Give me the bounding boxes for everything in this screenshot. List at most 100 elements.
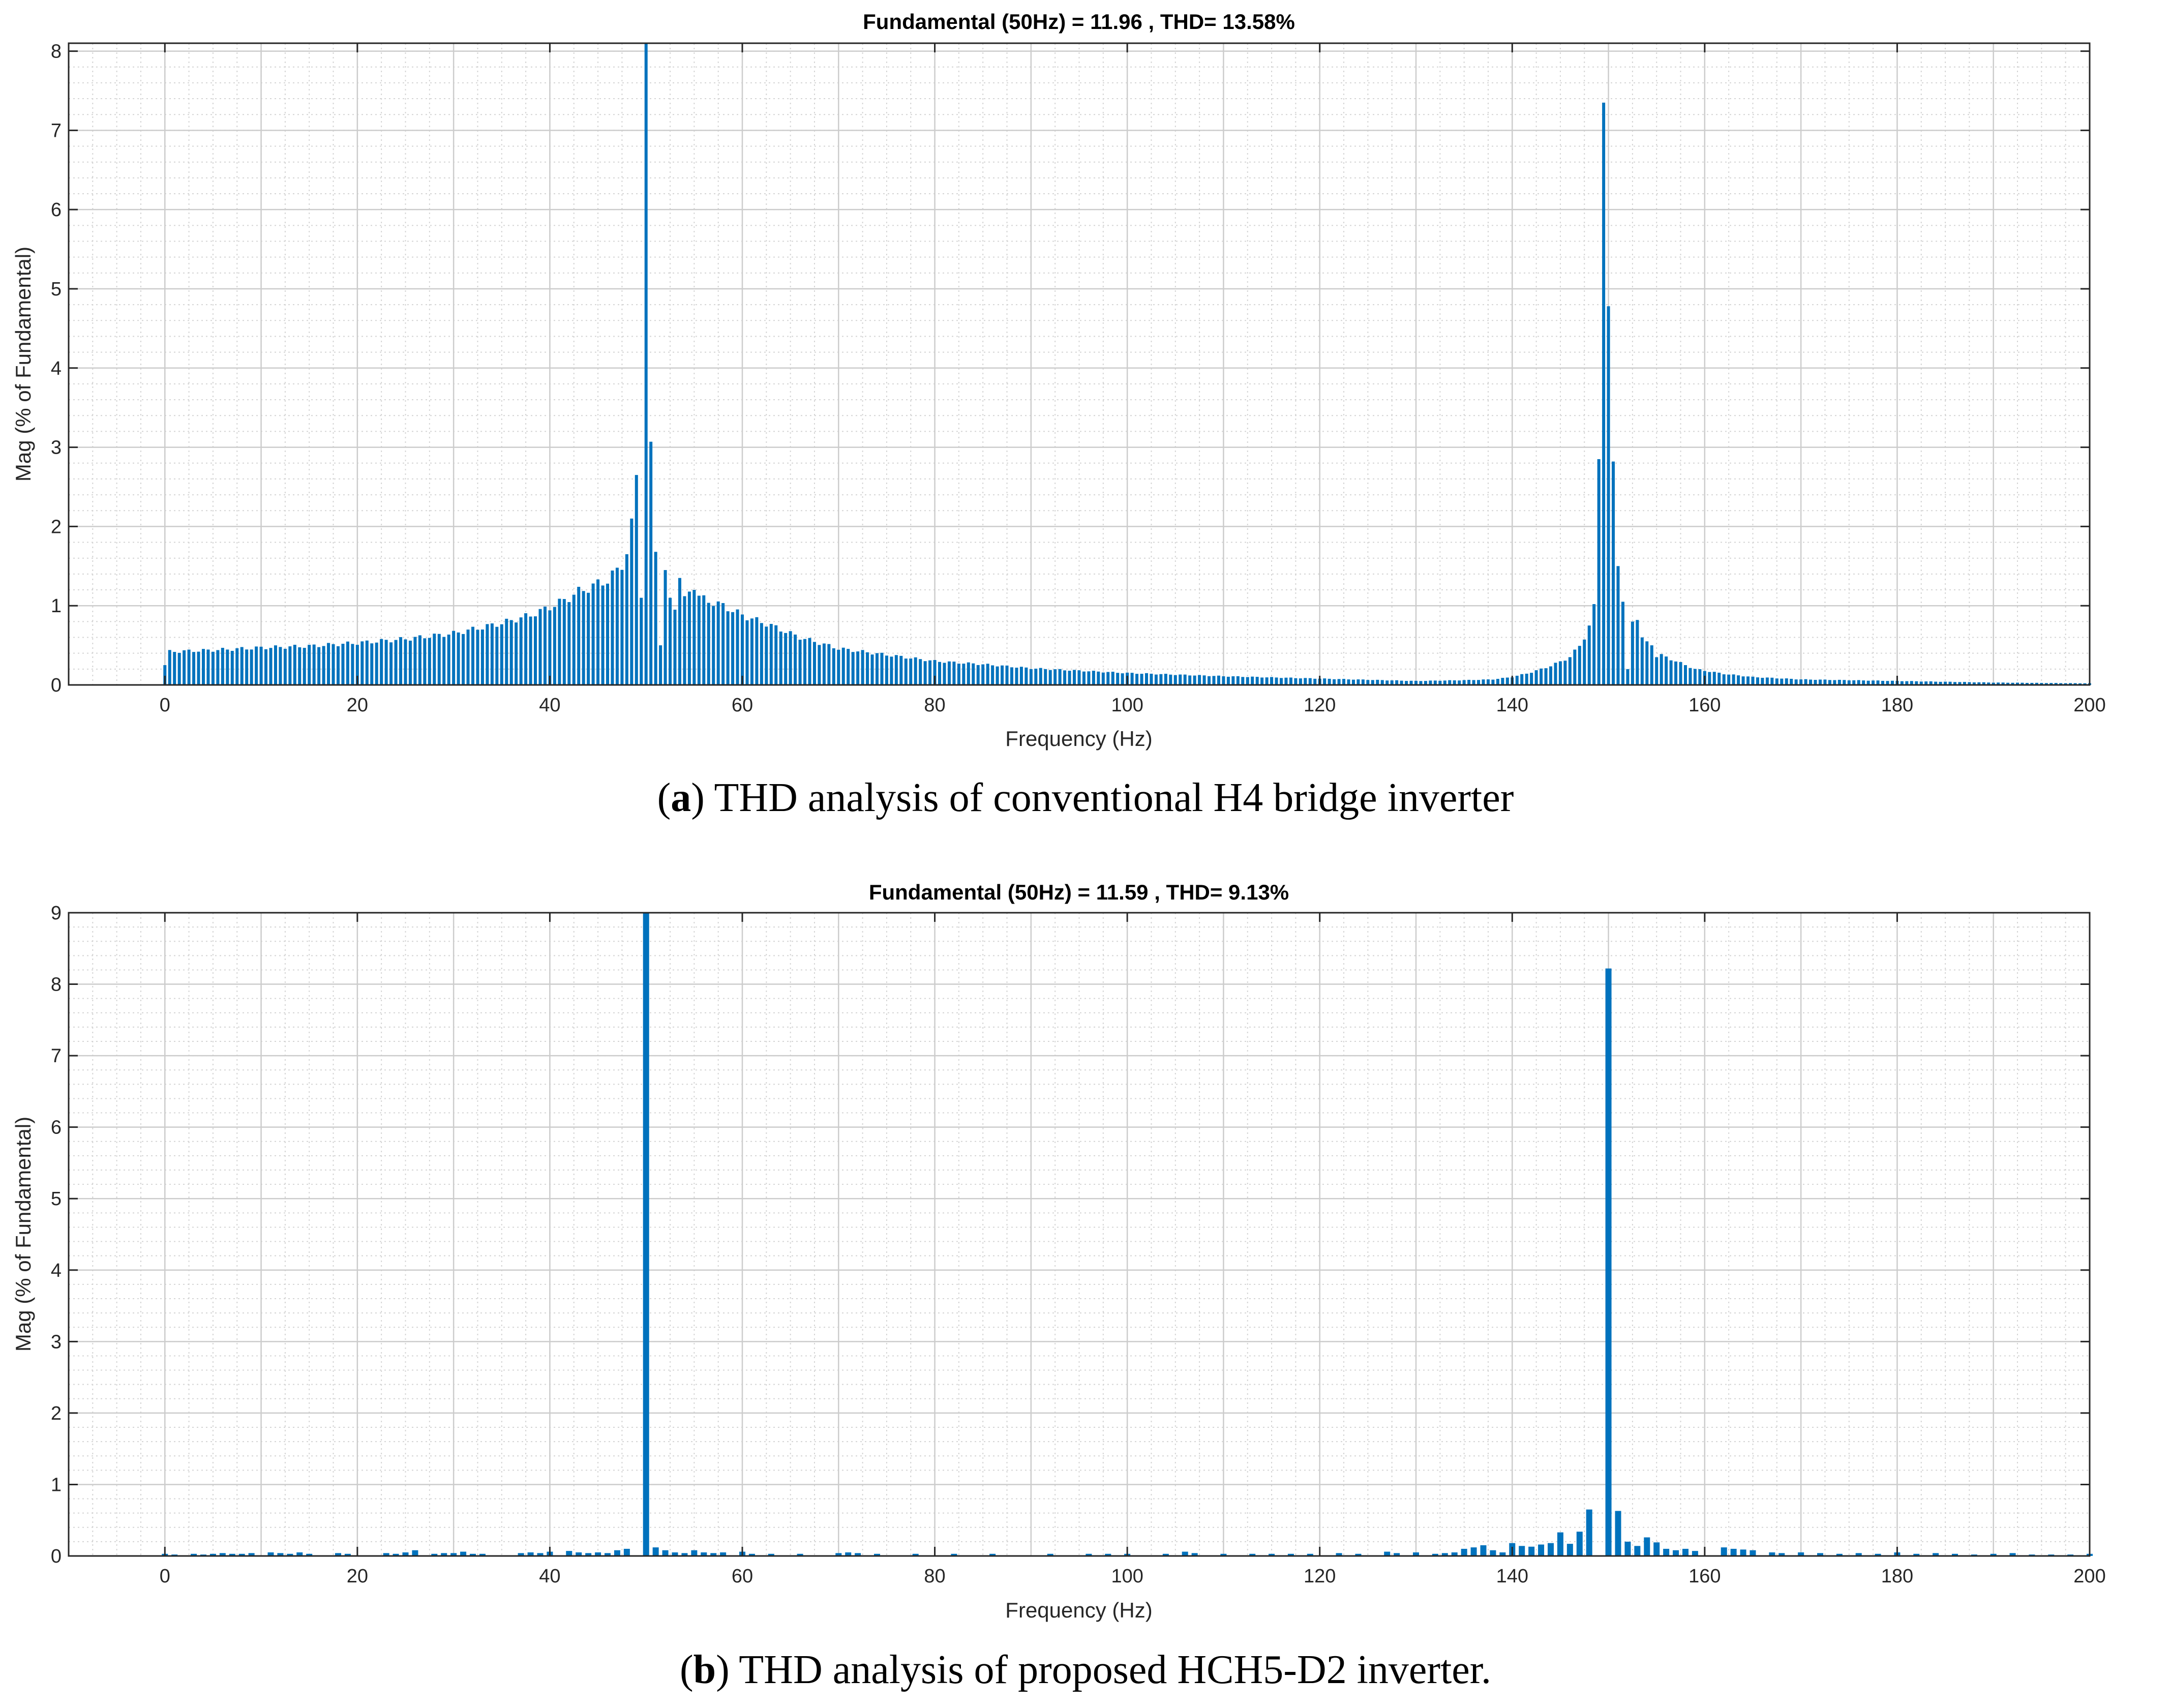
bar-a	[996, 666, 999, 685]
bar-a	[1275, 677, 1278, 685]
bar-a	[1669, 660, 1673, 685]
bar-b	[912, 1553, 919, 1556]
bar-a	[1486, 679, 1490, 685]
bar-a	[2030, 682, 2034, 685]
bar-a	[206, 649, 210, 685]
bar-a	[519, 617, 523, 685]
bar-a	[972, 663, 975, 685]
bar-a	[876, 653, 879, 685]
bar-a	[803, 639, 807, 685]
bar-a	[2059, 683, 2063, 685]
bar-a	[1077, 670, 1081, 685]
bar-a	[1299, 678, 1302, 685]
bar-a	[466, 630, 470, 685]
bar-b	[1653, 1542, 1660, 1556]
bar-a	[861, 650, 864, 685]
bar-a	[1814, 680, 1817, 685]
bar-a	[1890, 680, 1894, 685]
bar-a	[1833, 680, 1836, 685]
bar-b	[1990, 1553, 1997, 1556]
x-tick-label-b: 100	[1111, 1566, 1143, 1587]
bar-a	[1001, 665, 1004, 685]
bar-a	[827, 644, 831, 685]
x-tick-label-a: 200	[2073, 695, 2105, 716]
bar-a	[1429, 680, 1432, 685]
y-tick-label-b: 4	[51, 1260, 62, 1281]
bar-b	[460, 1551, 467, 1556]
bar-a	[404, 639, 407, 685]
bar-a	[1130, 673, 1134, 685]
bar-a	[789, 631, 792, 685]
bar-a	[1992, 682, 1995, 685]
bar-a	[1236, 676, 1240, 685]
bar-a	[1640, 637, 1644, 685]
bar-b	[238, 1553, 245, 1556]
bar-a	[909, 658, 913, 685]
y-tick-label-b: 0	[51, 1546, 62, 1567]
bar-a	[1284, 677, 1288, 685]
bar-a	[1280, 678, 1283, 685]
bar-a	[509, 620, 513, 685]
bar-b	[662, 1550, 669, 1556]
bar-b	[393, 1553, 399, 1556]
bar-a	[1010, 667, 1013, 685]
bar-a	[1746, 676, 1750, 685]
bar-a	[163, 665, 167, 685]
bar-a	[697, 595, 701, 685]
bar-a	[543, 606, 547, 685]
bar-a	[1039, 668, 1042, 685]
bar-a	[1462, 680, 1466, 685]
bar-a	[298, 647, 301, 685]
bar-b	[1913, 1553, 1920, 1556]
bar-a	[1366, 680, 1370, 685]
x-tick-label-a: 60	[732, 695, 753, 716]
bar-b	[614, 1550, 620, 1556]
bar-a	[928, 660, 932, 685]
bar-a	[1857, 680, 1860, 685]
y-tick-label-a: 0	[51, 675, 62, 696]
bar-b	[768, 1553, 774, 1556]
bar-b	[518, 1553, 524, 1556]
bar-a	[1583, 639, 1586, 685]
bar-a	[1496, 679, 1499, 685]
bar-b	[1269, 1553, 1275, 1556]
bar-a	[1448, 680, 1452, 685]
bar-a	[548, 610, 552, 685]
bar-a	[601, 585, 605, 685]
bar-a	[1135, 674, 1139, 685]
bar-a	[1794, 679, 1798, 685]
bar-a	[2011, 682, 2014, 685]
bar-a	[1395, 680, 1399, 685]
bar-b	[1817, 1553, 1823, 1556]
x-tick-label-a: 120	[1304, 695, 1336, 716]
y-tick-label-a: 6	[51, 199, 62, 221]
bar-a	[1351, 679, 1355, 685]
bar-a	[687, 591, 691, 685]
bar-a	[423, 638, 427, 685]
x-tick-label-a: 140	[1496, 695, 1528, 716]
bar-a	[1520, 674, 1524, 685]
bar-a	[1958, 682, 1962, 685]
bar-a	[452, 631, 456, 685]
bar-a	[355, 645, 359, 685]
bar-a	[1472, 680, 1475, 685]
bar-a	[707, 603, 710, 685]
bar-a	[1231, 676, 1235, 685]
bar-a	[1558, 661, 1562, 685]
bar-b	[479, 1553, 486, 1556]
bar-b	[1750, 1550, 1756, 1556]
bar-a	[1323, 678, 1326, 685]
bar-a	[1390, 680, 1394, 685]
bar-a	[870, 654, 874, 685]
bar-b	[470, 1553, 476, 1556]
bar-a	[283, 648, 287, 685]
bar-a	[1438, 680, 1442, 685]
bar-b	[576, 1552, 582, 1556]
bar-a	[192, 652, 196, 685]
bar-b	[1490, 1550, 1496, 1556]
bar-a	[962, 664, 966, 685]
bar-a	[914, 657, 917, 685]
bar-a	[202, 649, 205, 685]
bar-a	[2021, 682, 2024, 685]
bar-a	[1063, 670, 1067, 685]
